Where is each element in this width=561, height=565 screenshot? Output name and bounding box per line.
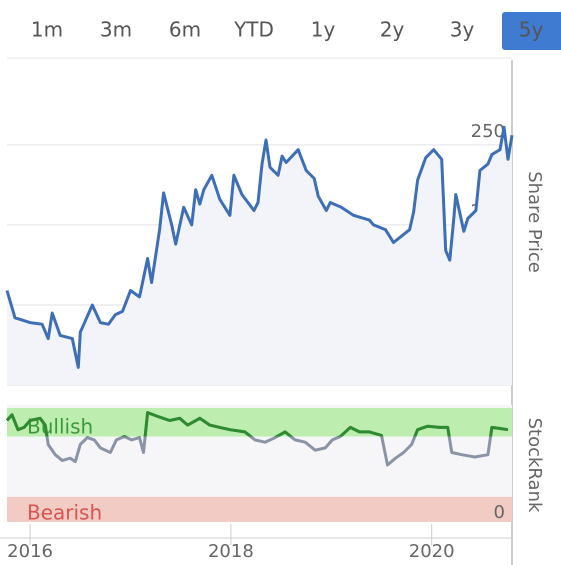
range-button[interactable]: 6m: [169, 18, 201, 42]
range-button[interactable]: 1y: [311, 18, 336, 42]
x-tick-label: 2020: [409, 541, 455, 562]
price-area: [7, 127, 512, 385]
range-button[interactable]: 3m: [100, 18, 132, 42]
band: [7, 408, 512, 437]
range-button[interactable]: 3y: [450, 18, 475, 42]
y-tick-label: 250: [471, 121, 505, 142]
price-line: [5, 125, 514, 369]
stockrank-line-bullish: [5, 411, 509, 437]
range-button[interactable]: 5y: [519, 18, 544, 42]
range-button-bg[interactable]: [502, 12, 561, 50]
x-tick-label: 2016: [7, 541, 53, 562]
range-button[interactable]: YTD: [233, 18, 274, 42]
band-label: Bearish: [27, 501, 102, 525]
band: [7, 496, 512, 522]
y-tick-label: 0: [494, 502, 505, 523]
x-tick-label: 2018: [208, 541, 254, 562]
range-button[interactable]: 1m: [31, 18, 63, 42]
range-button[interactable]: 2y: [380, 18, 405, 42]
y-axis-title: Share Price: [524, 171, 545, 273]
y-axis-title: StockRank: [524, 418, 545, 513]
